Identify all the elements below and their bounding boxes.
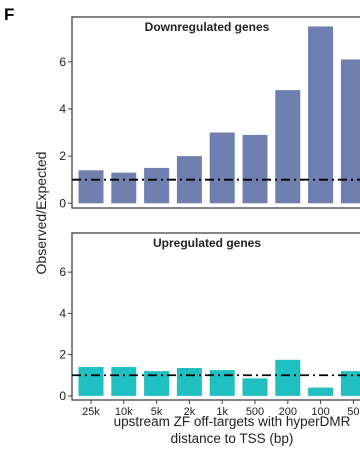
bar-down-10k [111,172,137,204]
bar-up-200 [275,359,301,396]
panel-upregulated: 0 2 4 6 Upregulated genes [59,232,360,403]
bar-down-25k [78,170,104,204]
y-tick-label: 4 [59,102,66,116]
y-tick-label: 4 [59,306,66,320]
bar-down-100 [308,26,334,204]
y-tick-label: 2 [59,348,66,362]
y-tick-label: 2 [59,149,66,163]
x-tick-label-10k: 10k [115,406,133,418]
bar-up-1k [209,370,235,396]
bar-down-5k [144,167,170,204]
x-tick-labels: 25k 10k 5k 2k 1k 500 200 100 50 [82,400,360,418]
x-axis-title: upstream ZF off-targets with hyperDMR [114,414,351,429]
bar-down-50 [340,59,360,204]
y-axis-title: Observed/Expected [33,152,49,275]
panel-downregulated: 0 2 4 6 Downregulated genes [59,16,360,210]
y-tick-label: 0 [59,196,66,210]
panel-title-up: Upregulated genes [153,236,261,250]
x-tick-label-50: 50 [347,406,359,418]
y-tick-label: 0 [59,389,66,403]
x-axis-subtitle: distance to TSS (bp) [171,431,294,446]
y-tick-label: 6 [59,55,66,69]
bar-up-500 [242,378,268,396]
x-tick-label-500: 500 [246,406,264,418]
x-tick-label-2k: 2k [184,406,196,418]
x-tick-label-100: 100 [311,406,329,418]
panel-letter: F [4,5,14,24]
x-tick-label-200: 200 [279,406,297,418]
bar-up-25k [78,367,104,396]
y-tick-label: 6 [59,265,66,279]
bar-down-500 [242,134,268,204]
bar-up-50 [340,371,360,396]
panel-title-down: Downregulated genes [145,20,270,34]
bar-down-200 [275,90,301,204]
bar-up-100 [308,387,334,396]
bar-down-1k [209,132,235,204]
x-tick-label-25k: 25k [82,406,100,418]
x-tick-label-1k: 1k [216,406,228,418]
bar-up-2k [176,368,202,396]
bar-up-10k [111,367,137,396]
x-tick-label-5k: 5k [151,406,163,418]
